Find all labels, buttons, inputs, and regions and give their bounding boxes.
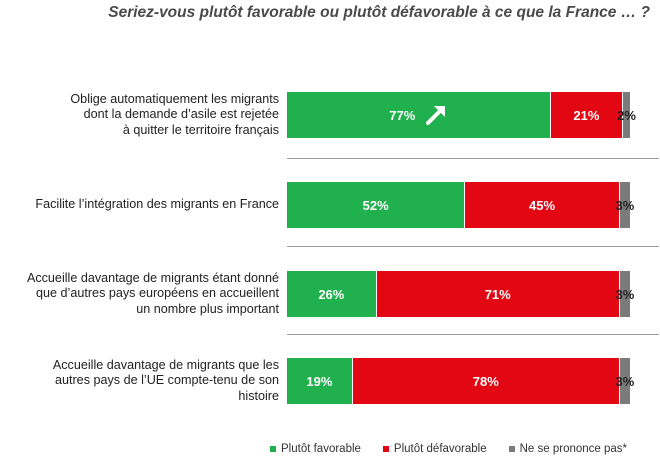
legend-swatch <box>508 446 515 452</box>
bar-segment-nsp: 3% <box>615 271 634 317</box>
bar-segment-favorable: 26% <box>287 271 376 317</box>
stacked-bar: 77% 21% 2% <box>287 92 636 138</box>
stacked-bar: 26% 71% 3% <box>287 271 634 317</box>
data-label: 3% <box>615 373 635 389</box>
chart-row: Facilite l’intégration des migrants en F… <box>0 182 660 228</box>
bar-segment-defavorable: 21% <box>549 92 623 138</box>
data-label: 21% <box>573 107 600 123</box>
data-label: 19% <box>306 373 333 389</box>
data-label: 2% <box>617 107 636 123</box>
legend-item: Ne se prononce pas* <box>508 443 628 455</box>
data-label: 3% <box>615 197 635 213</box>
chart-legend: Plutôt favorable Plutôt défavorable Ne se … <box>270 443 649 455</box>
category-label: Accueille davantage de migrants étant do… <box>26 270 279 316</box>
bar-segment-nsp: 2% <box>617 92 636 138</box>
legend-item: Plutôt favorable <box>270 443 361 455</box>
legend-label: Plutôt défavorable <box>393 443 487 455</box>
data-label: 71% <box>484 286 511 302</box>
legend-label: Ne se prononce pas* <box>519 443 628 455</box>
chart-row: Accueille davantage de migrants étant do… <box>0 271 660 317</box>
data-label: 45% <box>529 197 556 213</box>
arrow-up-right-icon <box>426 106 446 125</box>
bar-segment-defavorable: 78% <box>351 358 619 404</box>
data-label: 77% <box>389 107 416 123</box>
bar-segment-favorable: 19% <box>287 358 352 404</box>
chart-row: Oblige automatiquement les migrants dont … <box>0 92 660 138</box>
bar-segment-defavorable: 71% <box>375 271 619 317</box>
stacked-bar: 19% 78% 3% <box>287 358 634 404</box>
legend-swatch <box>270 446 276 452</box>
data-label: 3% <box>615 286 635 302</box>
stacked-bar: 52% 45% 3% <box>287 182 634 228</box>
chart-row: Accueille davantage de migrants que les a… <box>0 358 660 404</box>
category-label: Oblige automatiquement les migrants dont … <box>70 91 279 137</box>
data-label: 52% <box>362 197 389 213</box>
category-label: Accueille davantage de migrants que les a… <box>52 357 279 403</box>
data-label: 78% <box>472 373 499 389</box>
row-separator <box>287 158 659 159</box>
legend-item: Plutôt défavorable <box>382 443 487 455</box>
legend-label: Plutôt favorable <box>281 443 361 455</box>
bar-segment-nsp: 3% <box>615 358 634 404</box>
row-separator <box>287 334 659 335</box>
row-separator <box>287 246 659 247</box>
bar-segment-defavorable: 45% <box>464 182 619 228</box>
bar-segment-nsp: 3% <box>615 182 634 228</box>
legend-swatch <box>382 446 389 452</box>
data-label: 26% <box>318 286 345 302</box>
chart-title: Seriez-vous plutôt favorable ou plutôt d… <box>108 4 650 21</box>
category-label: Facilite l’intégration des migrants en F… <box>35 197 279 212</box>
bar-segment-favorable: 52% <box>287 182 465 228</box>
bar-segment-favorable: 77% <box>287 92 550 138</box>
